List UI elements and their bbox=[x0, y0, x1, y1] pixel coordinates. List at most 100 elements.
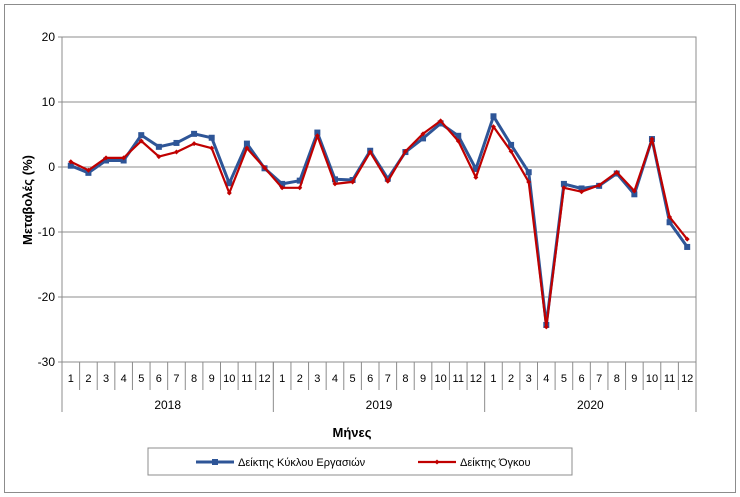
data-point bbox=[543, 324, 549, 330]
y-tick-label: 20 bbox=[42, 30, 56, 44]
data-point bbox=[244, 145, 250, 151]
data-point bbox=[490, 113, 497, 120]
month-label: 3 bbox=[526, 373, 532, 385]
data-point bbox=[85, 169, 92, 176]
y-axis-title: Μεταβολές (%) bbox=[20, 155, 35, 245]
series-line bbox=[70, 119, 689, 328]
data-point bbox=[332, 181, 338, 187]
month-label: 1 bbox=[279, 373, 285, 385]
month-label: 4 bbox=[543, 373, 549, 385]
y-tick-label: -10 bbox=[38, 225, 56, 239]
data-point bbox=[578, 185, 585, 192]
y-tick-label: 0 bbox=[48, 160, 55, 174]
data-point bbox=[121, 155, 127, 161]
month-label: 7 bbox=[596, 373, 602, 385]
month-label: 5 bbox=[561, 373, 567, 385]
data-point bbox=[649, 136, 655, 142]
data-point bbox=[191, 141, 197, 147]
month-label: 12 bbox=[681, 373, 693, 385]
month-label: 12 bbox=[470, 373, 482, 385]
month-label: 8 bbox=[191, 373, 197, 385]
month-label: 10 bbox=[223, 373, 235, 385]
legend-label: Δείκτης Όγκου bbox=[460, 457, 531, 469]
data-point bbox=[525, 169, 532, 176]
data-point bbox=[384, 175, 391, 182]
data-point bbox=[367, 149, 373, 155]
data-point bbox=[331, 176, 338, 183]
data-point bbox=[191, 130, 198, 137]
plot-area bbox=[61, 36, 697, 363]
data-point bbox=[684, 243, 691, 250]
month-label: 4 bbox=[121, 373, 127, 385]
data-point bbox=[631, 188, 637, 194]
data-point bbox=[297, 185, 303, 191]
data-point bbox=[490, 124, 496, 130]
month-label: 4 bbox=[332, 373, 338, 385]
y-tick-label: 10 bbox=[42, 95, 56, 109]
data-point bbox=[455, 138, 461, 144]
data-point bbox=[103, 157, 110, 164]
data-point bbox=[243, 140, 250, 147]
legend: Δείκτης Κύκλου Εργασιών Δείκτης Όγκου bbox=[147, 447, 573, 476]
data-point bbox=[296, 177, 303, 184]
month-label: 2 bbox=[508, 373, 514, 385]
data-point bbox=[226, 190, 232, 196]
legend-label: Δείκτης Κύκλου Εργασιών bbox=[238, 457, 366, 469]
data-point bbox=[279, 185, 285, 191]
data-point bbox=[684, 236, 690, 242]
data-point bbox=[156, 154, 162, 160]
data-point bbox=[438, 118, 444, 124]
data-point bbox=[561, 185, 567, 191]
data-point bbox=[667, 214, 673, 220]
month-label: 9 bbox=[209, 373, 215, 385]
data-point bbox=[437, 120, 444, 127]
data-point bbox=[472, 165, 479, 172]
data-point bbox=[508, 148, 514, 154]
data-point bbox=[579, 189, 585, 195]
data-point bbox=[103, 155, 109, 161]
data-point bbox=[226, 180, 233, 187]
data-point bbox=[208, 134, 215, 141]
month-label: 9 bbox=[420, 373, 426, 385]
month-label: 10 bbox=[435, 373, 447, 385]
data-point bbox=[596, 182, 602, 188]
month-label: 7 bbox=[173, 373, 179, 385]
year-label: 2020 bbox=[577, 398, 604, 412]
legend-marker bbox=[212, 459, 218, 465]
data-point bbox=[350, 179, 356, 185]
data-point bbox=[508, 141, 515, 148]
month-label: 6 bbox=[156, 373, 162, 385]
month-label: 1 bbox=[68, 373, 74, 385]
data-point bbox=[138, 132, 145, 139]
month-label: 3 bbox=[103, 373, 109, 385]
data-point bbox=[314, 133, 320, 139]
month-label: 5 bbox=[138, 373, 144, 385]
month-label: 6 bbox=[578, 373, 584, 385]
data-point bbox=[173, 149, 179, 155]
data-point bbox=[631, 191, 638, 198]
data-point bbox=[68, 159, 74, 165]
x-axis-title: Μήνες bbox=[333, 425, 372, 440]
data-point bbox=[279, 180, 286, 187]
legend-marker bbox=[434, 459, 440, 465]
month-label: 11 bbox=[241, 373, 252, 385]
data-point bbox=[420, 131, 426, 137]
month-label: 5 bbox=[350, 373, 356, 385]
data-point bbox=[666, 219, 673, 226]
month-label: 1 bbox=[490, 373, 496, 385]
year-label: 2018 bbox=[154, 398, 181, 412]
data-point bbox=[138, 138, 144, 144]
data-point bbox=[473, 174, 479, 180]
month-label: 7 bbox=[385, 373, 391, 385]
y-tick-label: -20 bbox=[38, 290, 56, 304]
month-label: 3 bbox=[314, 373, 320, 385]
data-point bbox=[420, 135, 427, 142]
data-point bbox=[209, 145, 215, 151]
data-point bbox=[402, 148, 408, 154]
data-point bbox=[385, 178, 391, 184]
data-point bbox=[614, 169, 620, 175]
month-label: 8 bbox=[614, 373, 620, 385]
month-label: 11 bbox=[453, 373, 464, 385]
month-label: 10 bbox=[646, 373, 658, 385]
